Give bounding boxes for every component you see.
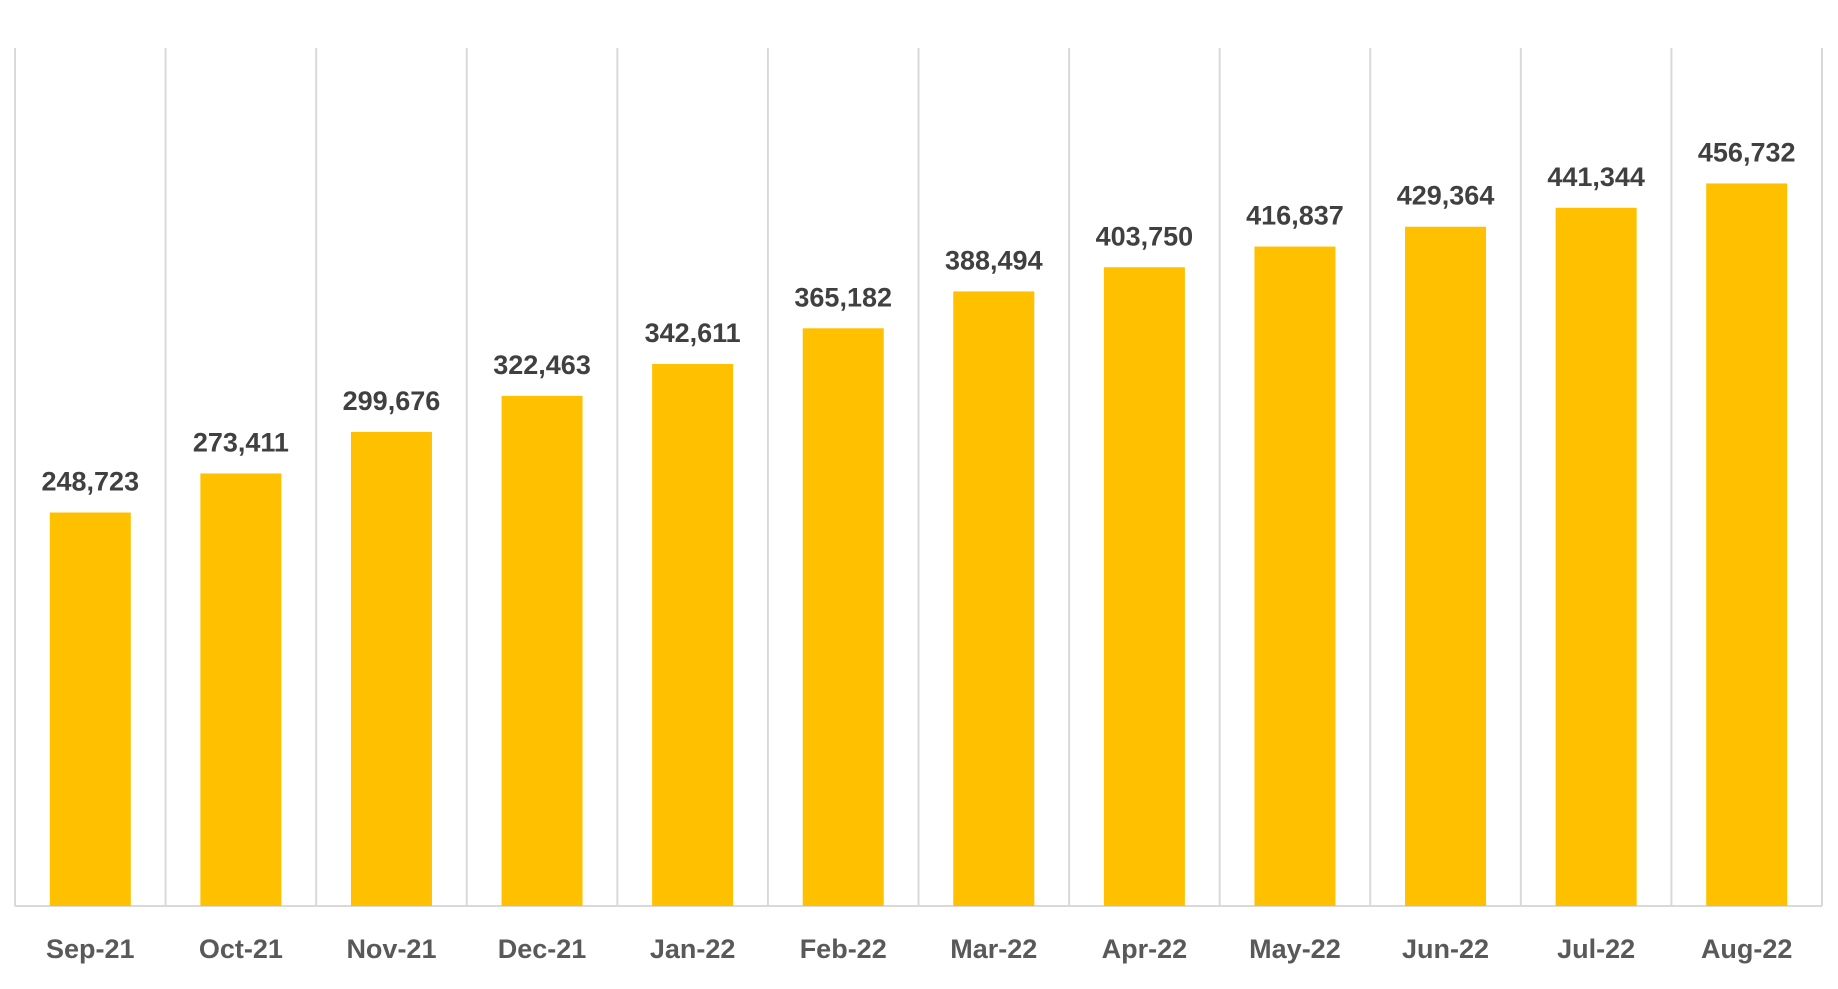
data-label-aug-22: 456,732 bbox=[1698, 137, 1796, 167]
bar-jan-22 bbox=[652, 363, 734, 907]
tick-label-may-22: May-22 bbox=[1249, 934, 1341, 964]
bar-mar-22 bbox=[953, 291, 1035, 906]
tick-label-jan-22: Jan-22 bbox=[650, 934, 736, 964]
tick-label-aug-22: Aug-22 bbox=[1701, 934, 1793, 964]
bar-oct-21 bbox=[200, 473, 282, 906]
data-labels: 248,723 273,411 299,676 322,463 342,611 365,1… bbox=[41, 137, 1795, 496]
bar-nov-21 bbox=[350, 431, 432, 906]
tick-label-dec-21: Dec-21 bbox=[498, 934, 587, 964]
data-label-jul-22: 441,344 bbox=[1547, 162, 1645, 192]
tick-label-oct-21: Oct-21 bbox=[199, 934, 283, 964]
data-label-mar-22: 388,494 bbox=[945, 245, 1043, 275]
tick-label-jul-22: Jul-22 bbox=[1557, 934, 1635, 964]
grid-lines bbox=[14, 48, 1823, 907]
data-label-feb-22: 365,182 bbox=[794, 282, 892, 312]
tick-label-jun-22: Jun-22 bbox=[1402, 934, 1489, 964]
tick-label-apr-22: Apr-22 bbox=[1102, 934, 1188, 964]
bar-apr-22 bbox=[1103, 267, 1185, 907]
data-label-jan-22: 342,611 bbox=[645, 318, 741, 348]
data-label-jun-22: 429,364 bbox=[1397, 181, 1495, 211]
data-label-oct-21: 273,411 bbox=[193, 427, 289, 457]
tick-label-nov-21: Nov-21 bbox=[346, 934, 436, 964]
bar-jun-22 bbox=[1405, 226, 1487, 906]
x-axis-tick-labels: Sep-21 Oct-21 Nov-21 Dec-21 Jan-22 Feb-22 Mar-… bbox=[46, 934, 1792, 964]
data-label-nov-21: 299,676 bbox=[343, 386, 441, 416]
bar-may-22 bbox=[1254, 246, 1336, 906]
data-label-apr-22: 403,750 bbox=[1096, 221, 1194, 251]
data-label-sep-21: 248,723 bbox=[41, 467, 139, 497]
tick-label-feb-22: Feb-22 bbox=[800, 934, 887, 964]
data-label-may-22: 416,837 bbox=[1246, 201, 1344, 231]
bar-series bbox=[49, 183, 1788, 907]
tick-label-mar-22: Mar-22 bbox=[950, 934, 1037, 964]
data-label-dec-21: 322,463 bbox=[493, 350, 591, 380]
tick-label-sep-21: Sep-21 bbox=[46, 934, 135, 964]
bar-sep-21 bbox=[49, 512, 131, 906]
bar-jul-22 bbox=[1555, 207, 1637, 906]
bar-dec-21 bbox=[501, 395, 583, 906]
bar-aug-22 bbox=[1706, 183, 1788, 906]
bar-feb-22 bbox=[802, 328, 884, 906]
